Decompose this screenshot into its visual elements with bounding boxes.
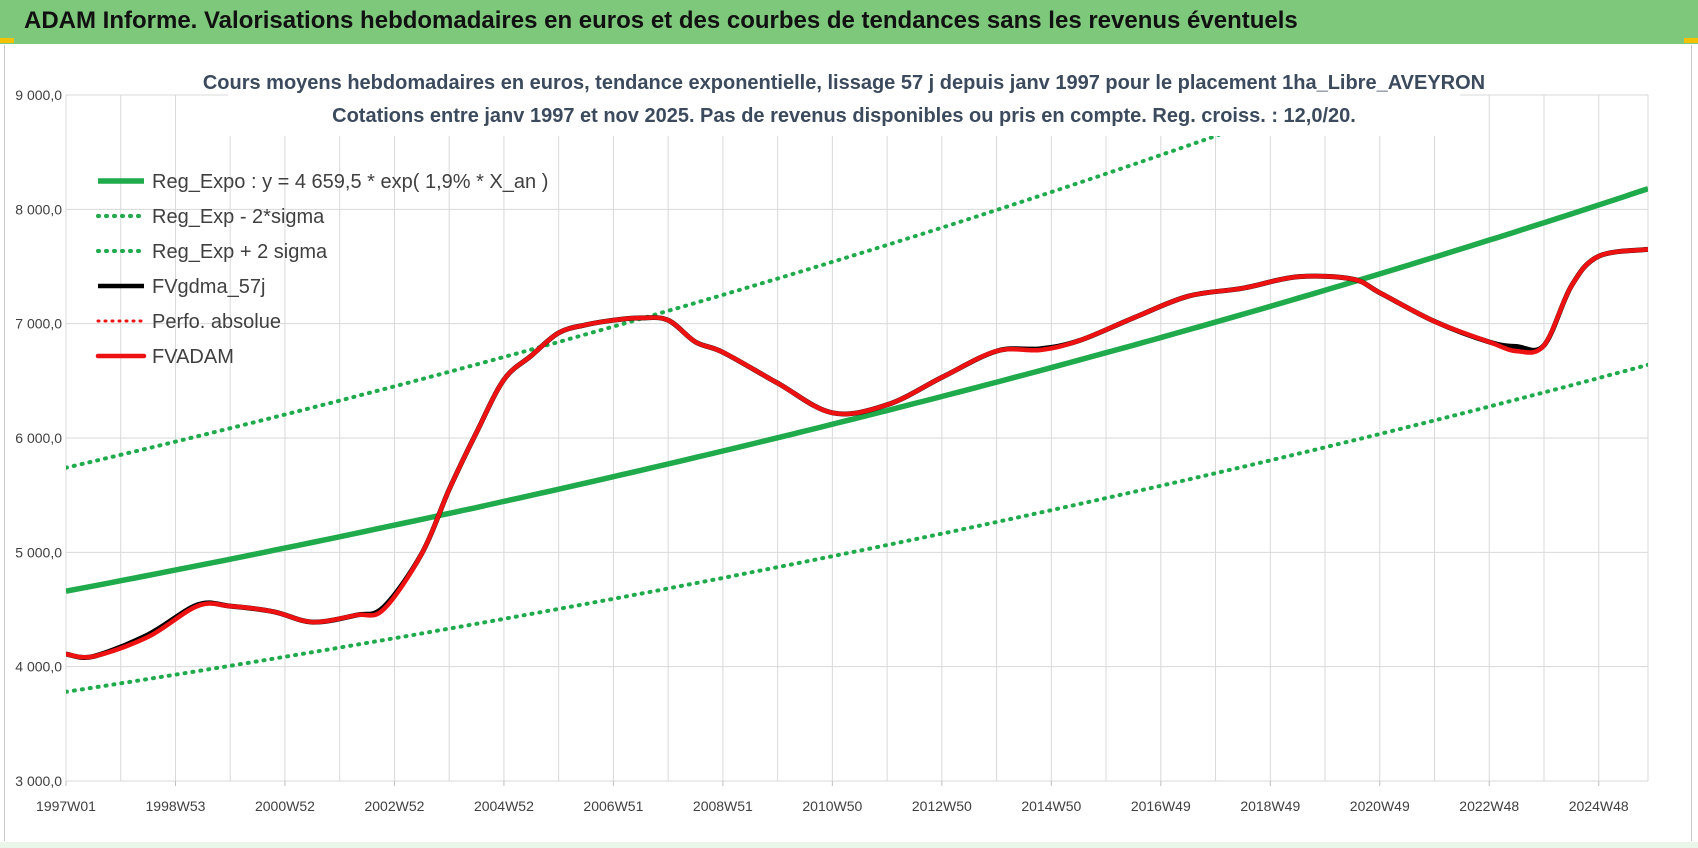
header-title: ADAM Informe. Valorisations hebdomadaire…: [24, 7, 1298, 34]
title-layer: Cours moyens hebdomadaires en euros, ten…: [203, 66, 1485, 136]
x-tick-label: 2022W48: [1459, 798, 1519, 814]
x-tick-label: 2004W52: [474, 798, 534, 814]
series-line-reg-exp-2-sigma: [66, 95, 1336, 470]
x-tick-label: 2010W50: [802, 798, 862, 814]
y-tick-label: 5 000,0: [15, 544, 62, 560]
series-line-reg-expo-y-4-659-5-exp-1-9-x-an: [66, 186, 1648, 594]
y-tick-label: 6 000,0: [15, 430, 62, 446]
chart-title: Cours moyens hebdomadaires en euros, ten…: [203, 72, 1485, 94]
series-line-reg-exp-2-sigma: [66, 362, 1648, 694]
x-tick-label: 2002W52: [364, 798, 424, 814]
header-band: [0, 0, 1698, 44]
y-tick-label: 7 000,0: [15, 316, 62, 332]
chart-subtitle: Cotations entre janv 1997 et nov 2025. P…: [332, 105, 1356, 127]
x-tick-label: 2014W50: [1021, 798, 1081, 814]
x-tick-label: 2016W49: [1131, 798, 1191, 814]
legend-label: Reg_Exp - 2*sigma: [152, 206, 325, 228]
bottom-stripe: [0, 842, 1698, 848]
title-backdrop: [228, 66, 1460, 136]
x-tick-label: 2018W49: [1240, 798, 1300, 814]
legend-label: FVgdma_57j: [152, 276, 265, 298]
axis-layer: 3 000,0 4 000,0 5 000,0 6 000,0 7 000,0 8 000…: [15, 87, 1629, 814]
x-tick-label: 2008W51: [693, 798, 753, 814]
legend-label: FVADAM: [152, 346, 234, 368]
y-tick-label: 8 000,0: [15, 201, 62, 217]
legend-label: Reg_Expo : y = 4 659,5 * exp( 1,9% * X_a…: [152, 171, 548, 193]
corner-marker: [1684, 38, 1698, 43]
x-tick-label: 1998W53: [146, 798, 206, 814]
legend: Reg_Expo : y = 4 659,5 * exp( 1,9% * X_a…: [95, 171, 548, 368]
x-tick-label: 2012W50: [912, 798, 972, 814]
legend-label: Perfo. absolue: [152, 311, 281, 333]
x-tick-label: 2006W51: [583, 798, 643, 814]
series-line-fvadam: [66, 247, 1648, 660]
x-tick-label: 2020W49: [1350, 798, 1410, 814]
x-tick-label: 2024W48: [1569, 798, 1629, 814]
series-layer: [66, 95, 1648, 694]
x-tick-label: 1997W01: [36, 798, 96, 814]
legend-label: Reg_Exp + 2 sigma: [152, 241, 328, 263]
y-tick-label: 4 000,0: [15, 659, 62, 675]
corner-marker: [0, 38, 14, 43]
y-tick-label: 9 000,0: [15, 87, 62, 103]
x-tick-label: 2000W52: [255, 798, 315, 814]
y-tick-label: 3 000,0: [15, 773, 62, 789]
chart-frame: [4, 45, 1692, 841]
